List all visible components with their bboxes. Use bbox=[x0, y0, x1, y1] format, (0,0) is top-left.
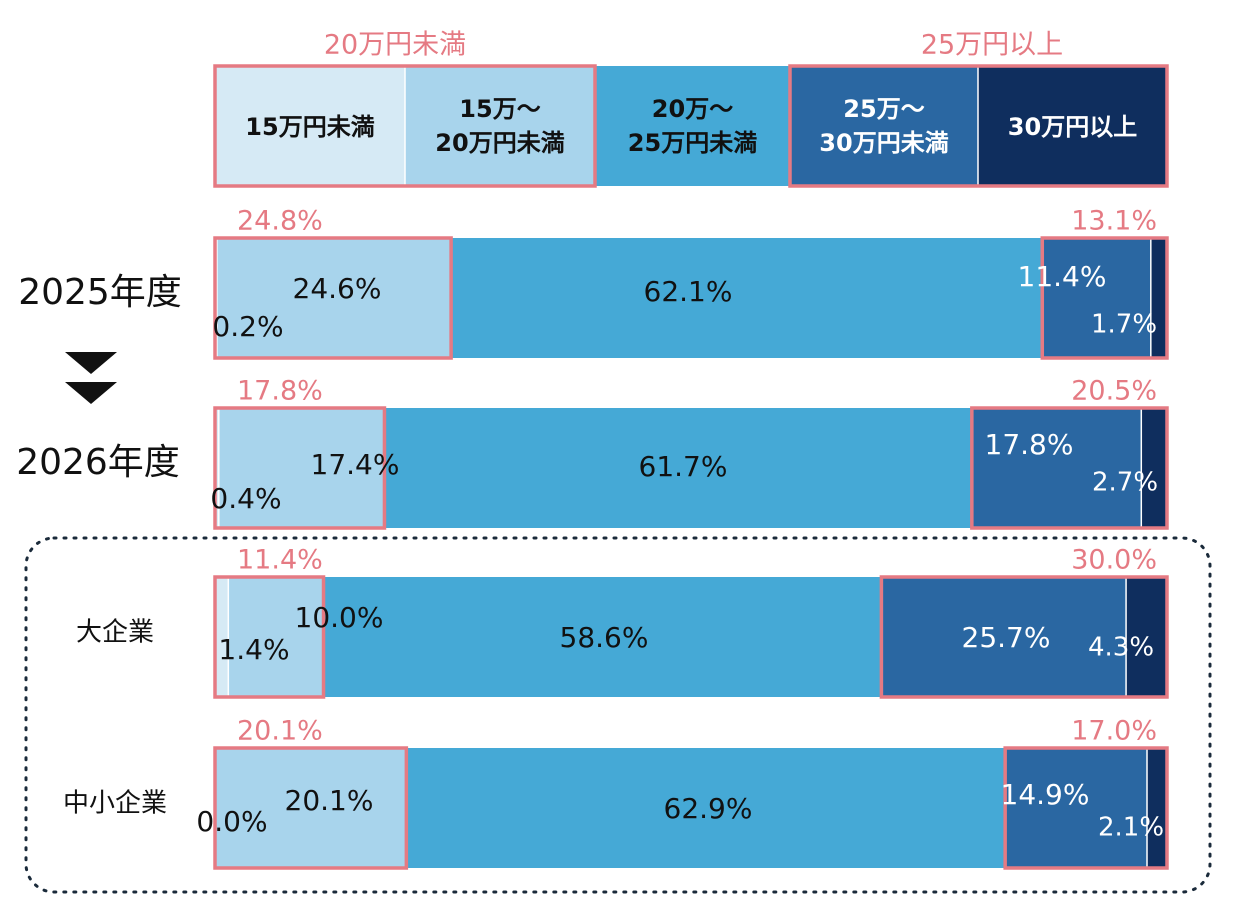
legend-swatch-2 bbox=[405, 66, 595, 186]
value-label-2-4: 17.8% bbox=[985, 428, 1074, 461]
legend-swatch-3 bbox=[595, 66, 790, 186]
bar-segment-3-5 bbox=[1126, 577, 1167, 697]
value-label-3-5: 4.3% bbox=[1088, 633, 1154, 663]
bar-segment-1-4 bbox=[1042, 238, 1151, 358]
highlight-low-box-1 bbox=[213, 236, 453, 360]
legend-swatch-5 bbox=[978, 66, 1167, 186]
bar-segment-3-4 bbox=[881, 577, 1127, 697]
legend-label-5: 30万円以上 bbox=[1008, 113, 1137, 141]
low-total-label-2: 17.8% bbox=[237, 376, 323, 407]
bar-segment-1-3 bbox=[451, 238, 1043, 358]
highlight-high-box-3 bbox=[879, 575, 1169, 699]
value-label-2-2: 17.4% bbox=[311, 448, 400, 481]
bar-segment-2-1 bbox=[215, 408, 219, 528]
value-label-1-3: 62.1% bbox=[644, 275, 733, 308]
value-label-1-2: 24.6% bbox=[293, 272, 382, 305]
value-label-4-2: 20.1% bbox=[285, 784, 374, 817]
bar-segment-4-2 bbox=[215, 748, 407, 868]
value-label-1-5: 1.7% bbox=[1091, 310, 1157, 340]
high-total-label-3: 30.0% bbox=[1071, 545, 1157, 576]
value-label-2-1: 0.4% bbox=[210, 482, 281, 515]
value-label-4-1: 0.0% bbox=[196, 805, 267, 838]
bar-segment-2-4 bbox=[971, 408, 1142, 528]
dotted-group-box bbox=[24, 536, 1212, 894]
low-total-label-3: 11.4% bbox=[237, 545, 323, 576]
down-arrow-icon bbox=[65, 382, 117, 404]
value-label-1-1: 0.2% bbox=[212, 310, 283, 343]
row-label-2: 2026年度 bbox=[16, 442, 180, 483]
value-label-1-4: 11.4% bbox=[1018, 260, 1107, 293]
bar-segment-2-3 bbox=[384, 408, 972, 528]
down-arrow-icon bbox=[65, 352, 117, 374]
bar-segment-2-5 bbox=[1141, 408, 1167, 528]
value-label-4-4: 14.9% bbox=[1001, 778, 1090, 811]
legend-label-3-line2: 25万円未満 bbox=[628, 129, 757, 157]
high-total-label-1: 13.1% bbox=[1071, 206, 1157, 237]
highlight-low-box-3 bbox=[213, 575, 326, 699]
low-total-label-4: 20.1% bbox=[237, 716, 323, 747]
bar-segment-4-5 bbox=[1147, 748, 1167, 868]
value-label-3-1: 1.4% bbox=[218, 633, 289, 666]
row-label-3: 大企業 bbox=[76, 618, 154, 648]
bar-segment-3-2 bbox=[228, 577, 324, 697]
legend-group-low-label: 20万円未満 bbox=[324, 30, 466, 61]
value-label-4-5: 2.1% bbox=[1098, 813, 1164, 843]
legend-swatch-1 bbox=[215, 66, 405, 186]
value-label-2-5: 2.7% bbox=[1092, 468, 1158, 498]
value-label-3-2: 10.0% bbox=[295, 601, 384, 634]
highlight-low-box-4 bbox=[213, 746, 409, 870]
bar-segment-3-1 bbox=[215, 577, 229, 697]
bar-segment-1-2 bbox=[216, 238, 452, 358]
high-total-label-2: 20.5% bbox=[1071, 376, 1157, 407]
value-label-3-3: 58.6% bbox=[560, 621, 649, 654]
row-label-1: 2025年度 bbox=[18, 272, 182, 313]
row-label-4: 中小企業 bbox=[63, 789, 167, 819]
bar-segment-1-5 bbox=[1150, 238, 1167, 358]
bar-segment-3-3 bbox=[323, 577, 882, 697]
legend-group-high-box bbox=[788, 64, 1169, 188]
legend-label-4-line1: 25万～ bbox=[843, 95, 924, 123]
value-label-3-4: 25.7% bbox=[962, 621, 1051, 654]
value-label-4-3: 62.9% bbox=[664, 792, 753, 825]
legend-swatch-4 bbox=[790, 66, 978, 186]
bar-segment-4-3 bbox=[406, 748, 1006, 868]
bar-segment-4-4 bbox=[1005, 748, 1148, 868]
value-label-2-3: 61.7% bbox=[639, 450, 728, 483]
legend-label-3-line1: 20万～ bbox=[652, 95, 733, 123]
legend-label-2-line1: 15万～ bbox=[459, 95, 540, 123]
legend-label-2-line2: 20万円未満 bbox=[435, 129, 564, 157]
legend-group-low-box bbox=[213, 64, 597, 188]
legend-label-1: 15万円未満 bbox=[245, 113, 374, 141]
highlight-high-box-1 bbox=[1040, 236, 1169, 360]
high-total-label-4: 17.0% bbox=[1071, 716, 1157, 747]
highlight-high-box-4 bbox=[1003, 746, 1169, 870]
bar-segment-2-2 bbox=[218, 408, 385, 528]
highlight-low-box-2 bbox=[213, 406, 387, 530]
legend-label-4-line2: 30万円未満 bbox=[819, 129, 948, 157]
legend-group-high-label: 25万円以上 bbox=[921, 30, 1063, 61]
highlight-high-box-2 bbox=[970, 406, 1169, 530]
low-total-label-1: 24.8% bbox=[237, 206, 323, 237]
